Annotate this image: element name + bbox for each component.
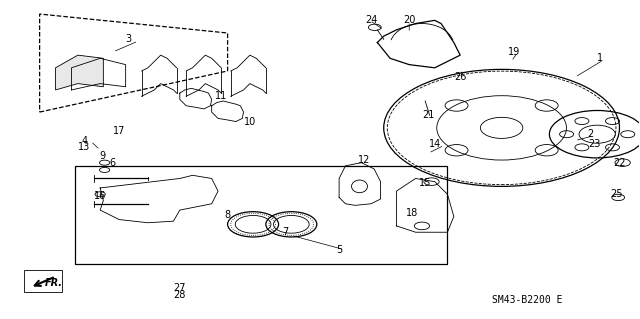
Text: 24: 24 [365, 15, 377, 26]
Text: 9: 9 [99, 151, 105, 161]
Text: 6: 6 [110, 158, 116, 168]
Text: 15: 15 [419, 178, 431, 188]
Text: 11: 11 [215, 91, 227, 101]
Text: 3: 3 [126, 34, 132, 44]
Text: 7: 7 [282, 227, 288, 237]
Text: 26: 26 [454, 72, 467, 82]
Text: 1: 1 [597, 53, 604, 63]
Text: 12: 12 [358, 154, 371, 165]
Text: 20: 20 [403, 15, 415, 26]
Text: 28: 28 [173, 291, 186, 300]
Text: FR.: FR. [45, 278, 63, 288]
Text: 8: 8 [225, 210, 230, 220]
Text: 14: 14 [429, 139, 441, 149]
Text: SM43-B2200 E: SM43-B2200 E [492, 295, 563, 305]
Text: 23: 23 [588, 139, 600, 149]
Text: 18: 18 [406, 208, 419, 218]
Text: 19: 19 [508, 47, 520, 57]
Text: 17: 17 [113, 126, 125, 136]
Text: 21: 21 [422, 110, 435, 120]
Text: 13: 13 [78, 142, 90, 152]
Polygon shape [56, 55, 103, 90]
Text: 5: 5 [336, 245, 342, 255]
Text: 16: 16 [94, 191, 106, 201]
Text: 10: 10 [244, 116, 256, 127]
Text: 2: 2 [588, 129, 594, 139]
Text: 27: 27 [173, 283, 186, 293]
Text: 22: 22 [613, 158, 626, 168]
Text: 4: 4 [81, 136, 87, 145]
Text: 25: 25 [610, 189, 623, 199]
